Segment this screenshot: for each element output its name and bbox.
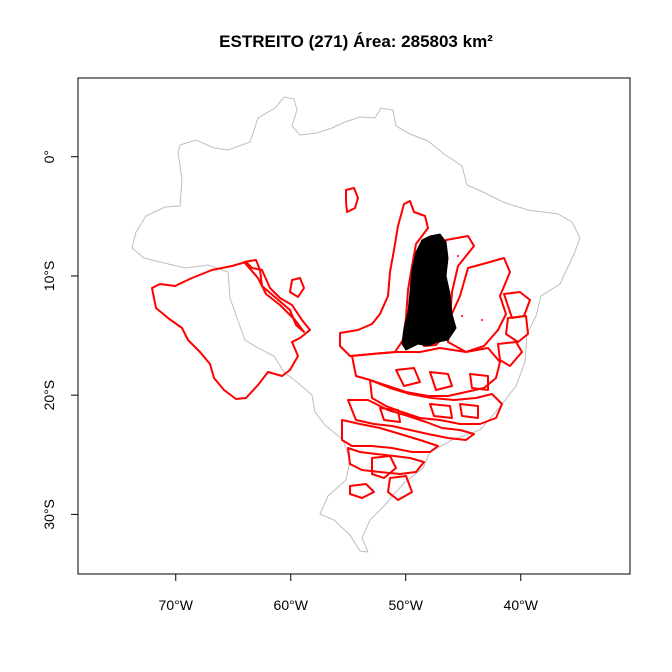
map-title: ESTREITO (271) Área: 285803 km² <box>219 32 493 51</box>
x-tick-label: 40°W <box>504 597 539 613</box>
basin-uruguai-north <box>347 447 425 475</box>
basin-guapore-islet <box>289 277 305 298</box>
basin-east-coast-3 <box>497 341 523 367</box>
x-tick-label: 60°W <box>274 597 309 613</box>
x-axis: 70°W 60°W 50°W 40°W <box>159 573 539 613</box>
basin-iguacu <box>341 419 439 453</box>
basin-boundaries <box>151 187 531 501</box>
basin-east-coast-2 <box>505 315 529 343</box>
basin-uruguai-south <box>371 455 397 479</box>
speck-1 <box>457 255 459 257</box>
basin-jacui-2 <box>387 475 413 501</box>
basin-mamore <box>243 259 305 333</box>
basin-interior-5 <box>429 403 453 419</box>
basin-amazon-west <box>151 261 311 400</box>
brazil-outline <box>131 96 581 553</box>
basin-jacui-1 <box>349 483 375 499</box>
estreito-specks <box>457 255 483 321</box>
y-axis: 0° 10°S 20°S 30°S <box>41 150 79 530</box>
x-tick-label: 70°W <box>159 597 194 613</box>
speck-2 <box>461 315 463 317</box>
y-tick-label: 20°S <box>41 380 57 411</box>
basin-interior-4 <box>379 407 401 423</box>
x-tick-label: 50°W <box>389 597 424 613</box>
estreito-basin <box>401 233 457 351</box>
basin-interior-2 <box>429 371 453 391</box>
y-tick-label: 30°S <box>41 499 57 530</box>
basin-paranapanema <box>347 399 475 441</box>
basin-interior-3 <box>469 373 489 391</box>
basin-interior-1 <box>395 367 421 387</box>
basin-east-coast-1 <box>503 291 531 319</box>
speck-3 <box>481 319 483 321</box>
y-tick-label: 0° <box>41 150 57 163</box>
basin-north-islet <box>345 187 359 213</box>
basin-interior-6 <box>459 403 479 419</box>
y-tick-label: 10°S <box>41 261 57 292</box>
plot-frame <box>77 77 631 575</box>
